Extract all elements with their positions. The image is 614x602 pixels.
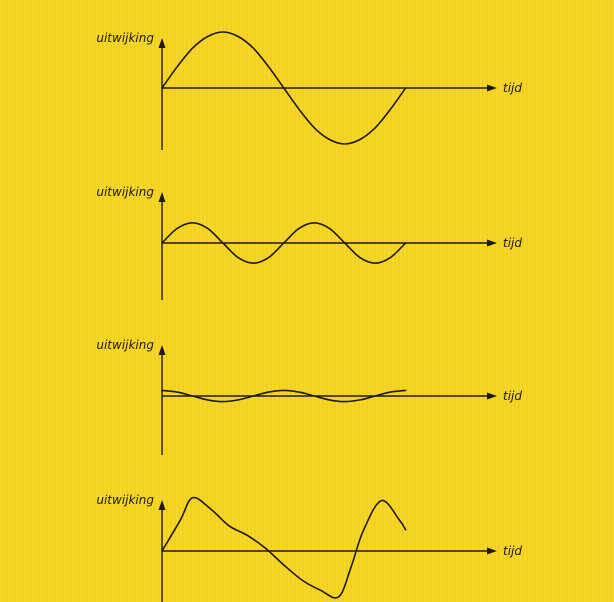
x-axis-label: tijd <box>503 236 522 250</box>
x-axis-arrow <box>487 392 497 400</box>
y-axis-arrow <box>158 500 166 510</box>
x-axis-arrow <box>487 84 497 92</box>
x-axis-arrow <box>487 547 497 555</box>
oscillation-chart-4: uitwijking tijd <box>96 493 522 602</box>
y-axis-label: uitwijking <box>96 338 154 352</box>
x-axis-label: tijd <box>503 544 522 558</box>
y-axis-label: uitwijking <box>96 31 154 45</box>
oscillation-chart-1: uitwijking tijd <box>96 31 522 150</box>
x-axis-arrow <box>487 239 497 247</box>
wave-line-1 <box>161 31 407 145</box>
wave-line-3 <box>161 389 407 403</box>
y-axis-arrow <box>158 192 166 202</box>
oscillation-chart-2: uitwijking tijd <box>96 185 522 300</box>
y-axis-arrow <box>158 345 166 355</box>
y-axis-arrow <box>158 38 166 48</box>
x-axis-label: tijd <box>503 389 522 403</box>
x-axis-label: tijd <box>503 81 522 95</box>
y-axis-label: uitwijking <box>96 493 154 507</box>
wave-line-2 <box>161 222 407 264</box>
oscillation-chart-3: uitwijking tijd <box>96 338 522 455</box>
y-axis-label: uitwijking <box>96 185 154 199</box>
wave-line-4 <box>161 496 407 599</box>
